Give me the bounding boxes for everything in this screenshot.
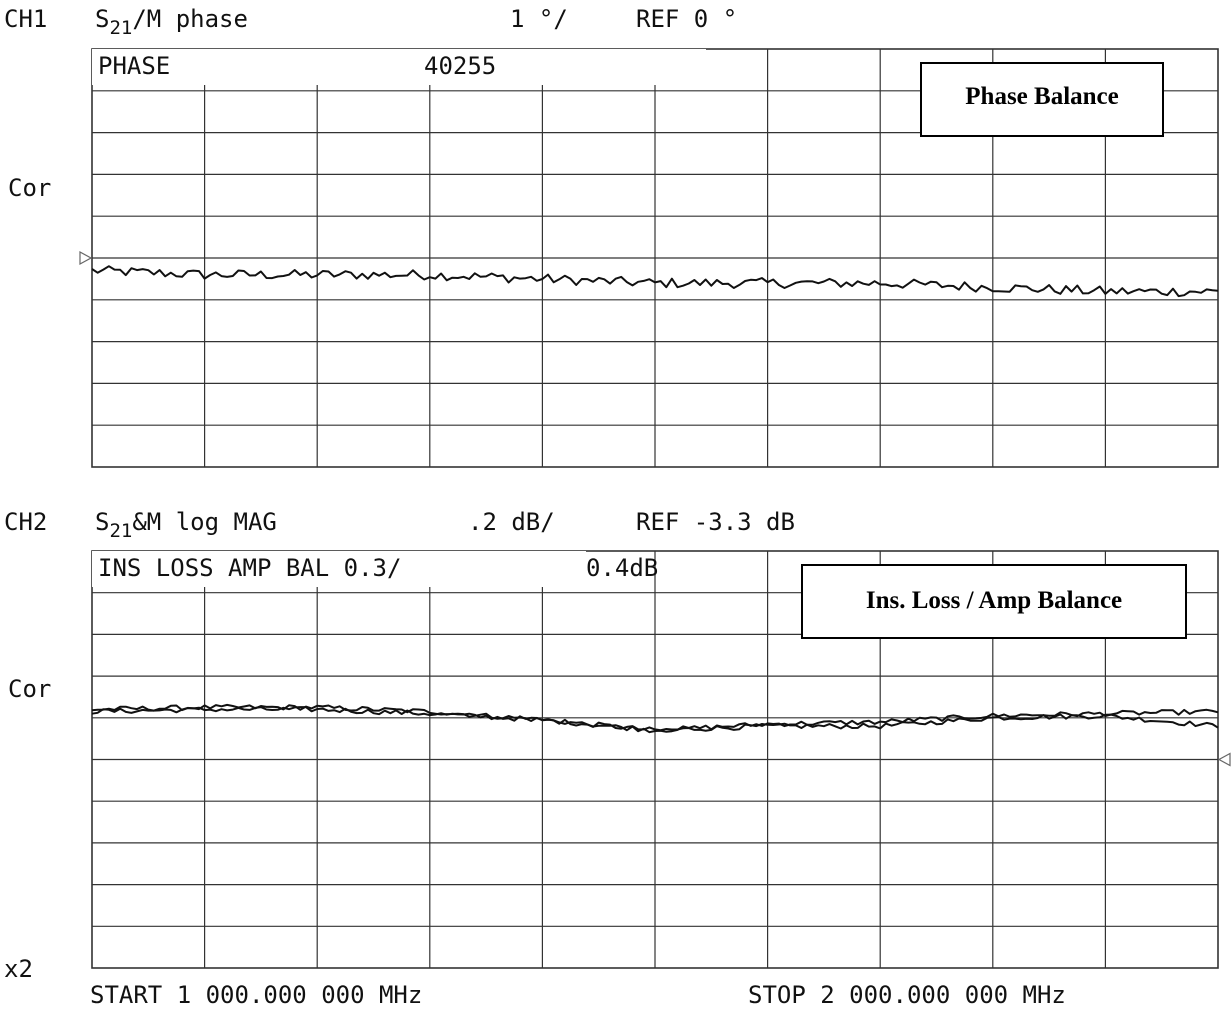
stop-frequency: STOP 2 000.000 000 MHz [748, 981, 1066, 1009]
ch2-channel-label: CH2 [4, 508, 47, 536]
ch1-side-label: Cor [8, 174, 51, 202]
ch1-scale: 1 °/ [510, 5, 568, 33]
ch2-ref: REF -3.3 dB [636, 508, 795, 536]
ch2-traces [91, 703, 1219, 734]
ch1-trace-line [91, 265, 1219, 298]
ch1-param-base: S [95, 5, 109, 33]
ch2-param-sub: 21 [109, 520, 132, 542]
ch1-overlay-title: Phase Balance [965, 83, 1118, 110]
ch1-box-label: PHASE [98, 52, 170, 80]
ch1-reference-marker [79, 250, 93, 266]
ch2-param-rest: &M log MAG [132, 508, 277, 536]
ch1-channel-label: CH1 [4, 5, 47, 33]
ch1-param-sub: 21 [109, 17, 132, 39]
ch1-ref: REF 0 ° [636, 5, 737, 33]
ch2-scale: .2 dB/ [468, 508, 555, 536]
ch1-annotation-bg [92, 49, 706, 85]
start-frequency: START 1 000.000 000 MHz [90, 981, 422, 1009]
ch2-trace-line [91, 703, 1219, 732]
ch1-overlay-box [920, 62, 1164, 137]
ch2-side-label: Cor [8, 675, 51, 703]
ch2-annotation-bg [92, 551, 586, 587]
ch2-parameter: S21&M log MAG [95, 508, 277, 542]
ch1-parameter: S21/M phase [95, 5, 248, 39]
ch2-overlay-title: Ins. Loss / Amp Balance [866, 587, 1122, 614]
ch2-box-label: INS LOSS AMP BAL 0.3/ [98, 554, 401, 582]
ch1-param-rest: /M phase [132, 5, 248, 33]
ch2-reference-marker [1217, 752, 1231, 767]
ch2-param-base: S [95, 508, 109, 536]
x2-label: x2 [4, 955, 33, 983]
ch2-overlay-box [801, 564, 1187, 639]
ch2-trace-line [91, 706, 1219, 734]
ch1-traces [91, 265, 1219, 298]
ch1-box-value: 40255 [424, 52, 496, 80]
ch2-box-value: 0.4dB [586, 554, 658, 582]
